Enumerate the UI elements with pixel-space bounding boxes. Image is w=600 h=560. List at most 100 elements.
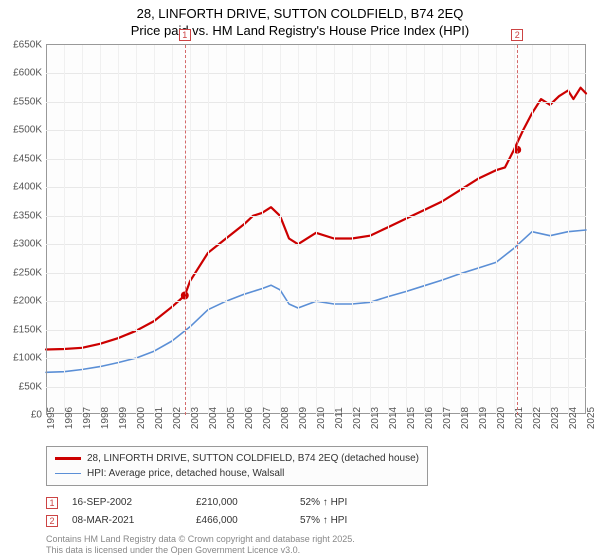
x-tick-label: 2025: [586, 407, 597, 429]
gridline-v: [334, 45, 335, 415]
y-tick-label: £150K: [13, 324, 42, 335]
event-marker-box: 1: [179, 29, 191, 41]
y-tick-label: £200K: [13, 296, 42, 307]
x-tick-label: 2002: [172, 407, 183, 429]
y-tick-label: £500K: [13, 125, 42, 136]
x-tick-label: 2020: [496, 407, 507, 429]
x-tick-label: 1999: [118, 407, 129, 429]
gridline-v: [244, 45, 245, 415]
y-tick-label: £600K: [13, 68, 42, 79]
x-tick-label: 2024: [568, 407, 579, 429]
x-tick-label: 2008: [280, 407, 291, 429]
legend-footer: 28, LINFORTH DRIVE, SUTTON COLDFIELD, B7…: [46, 446, 586, 556]
title-block: 28, LINFORTH DRIVE, SUTTON COLDFIELD, B7…: [0, 0, 600, 44]
y-tick-label: £450K: [13, 153, 42, 164]
x-tick-label: 2019: [478, 407, 489, 429]
y-tick-label: £250K: [13, 267, 42, 278]
gridline-v: [442, 45, 443, 415]
gridline-v: [388, 45, 389, 415]
y-tick-label: £50K: [19, 381, 42, 392]
event-date: 08-MAR-2021: [72, 512, 182, 530]
gridline-v: [532, 45, 533, 415]
gridline-v: [154, 45, 155, 415]
legend-label: 28, LINFORTH DRIVE, SUTTON COLDFIELD, B7…: [87, 451, 419, 466]
legend-swatch: [55, 457, 81, 459]
x-tick-label: 1997: [82, 407, 93, 429]
x-tick-label: 1995: [46, 407, 57, 429]
x-tick-label: 2014: [388, 407, 399, 429]
title-line-1: 28, LINFORTH DRIVE, SUTTON COLDFIELD, B7…: [0, 6, 600, 23]
x-tick-label: 2000: [136, 407, 147, 429]
event-marker-icon: 1: [46, 497, 58, 509]
x-tick-label: 2023: [550, 407, 561, 429]
gridline-v: [514, 45, 515, 415]
x-tick-label: 2021: [514, 407, 525, 429]
y-tick-label: £0: [31, 410, 42, 421]
chart-plot-area: £0£50K£100K£150K£200K£250K£300K£350K£400…: [46, 44, 586, 414]
event-date: 16-SEP-2002: [72, 494, 182, 512]
gridline-v: [298, 45, 299, 415]
x-tick-label: 2015: [406, 407, 417, 429]
gridline-v: [370, 45, 371, 415]
event-row: 1 16-SEP-2002 £210,000 52% ↑ HPI: [46, 494, 586, 512]
event-marker-box: 2: [511, 29, 523, 41]
x-tick-label: 2011: [334, 407, 345, 429]
y-tick-label: £300K: [13, 239, 42, 250]
y-tick-label: £100K: [13, 353, 42, 364]
gridline-v: [568, 45, 569, 415]
x-tick-label: 2013: [370, 407, 381, 429]
gridline-v: [82, 45, 83, 415]
x-tick-label: 2017: [442, 407, 453, 429]
x-tick-label: 1998: [100, 407, 111, 429]
event-hpi: 57% ↑ HPI: [300, 512, 390, 530]
gridline-v: [316, 45, 317, 415]
title-line-2: Price paid vs. HM Land Registry's House …: [0, 23, 600, 40]
gridline-v: [262, 45, 263, 415]
legend-swatch: [55, 473, 81, 475]
gridline-v: [352, 45, 353, 415]
gridline-v: [64, 45, 65, 415]
gridline-v: [226, 45, 227, 415]
x-tick-label: 2006: [244, 407, 255, 429]
x-tick-label: 2004: [208, 407, 219, 429]
event-price: £210,000: [196, 494, 286, 512]
gridline-v: [100, 45, 101, 415]
gridline-v: [478, 45, 479, 415]
plot-background: £0£50K£100K£150K£200K£250K£300K£350K£400…: [46, 44, 586, 414]
gridline-v: [424, 45, 425, 415]
footnote-line-2: This data is licensed under the Open Gov…: [46, 545, 300, 555]
events-table: 116-SEP-2002£210,00052% ↑ HPI208-MAR-202…: [46, 494, 586, 530]
gridline-v: [190, 45, 191, 415]
legend-label: HPI: Average price, detached house, Wals…: [87, 466, 284, 481]
gridline-v: [280, 45, 281, 415]
y-axis-line: [46, 45, 47, 415]
gridline-v: [496, 45, 497, 415]
gridline-v: [460, 45, 461, 415]
event-dashed-line: [517, 45, 518, 415]
x-tick-label: 2003: [190, 407, 201, 429]
chart-container: 28, LINFORTH DRIVE, SUTTON COLDFIELD, B7…: [0, 0, 600, 560]
legend-item: HPI: Average price, detached house, Wals…: [55, 466, 419, 481]
x-tick-label: 2022: [532, 407, 543, 429]
x-tick-label: 2007: [262, 407, 273, 429]
x-tick-label: 2016: [424, 407, 435, 429]
gridline-v: [118, 45, 119, 415]
y-tick-label: £550K: [13, 96, 42, 107]
x-tick-label: 2001: [154, 407, 165, 429]
gridline-v: [172, 45, 173, 415]
x-tick-label: 2012: [352, 407, 363, 429]
footnote-line-1: Contains HM Land Registry data © Crown c…: [46, 534, 355, 544]
x-tick-label: 2018: [460, 407, 471, 429]
event-hpi: 52% ↑ HPI: [300, 494, 390, 512]
event-row: 208-MAR-2021£466,00057% ↑ HPI: [46, 512, 586, 530]
y-tick-label: £350K: [13, 210, 42, 221]
gridline-v: [550, 45, 551, 415]
x-tick-label: 2010: [316, 407, 327, 429]
x-tick-label: 2005: [226, 407, 237, 429]
x-tick-label: 1996: [64, 407, 75, 429]
legend-box: 28, LINFORTH DRIVE, SUTTON COLDFIELD, B7…: [46, 446, 428, 486]
legend-item: 28, LINFORTH DRIVE, SUTTON COLDFIELD, B7…: [55, 451, 419, 466]
y-tick-label: £650K: [13, 40, 42, 51]
event-price: £466,000: [196, 512, 286, 530]
gridline-v: [208, 45, 209, 415]
